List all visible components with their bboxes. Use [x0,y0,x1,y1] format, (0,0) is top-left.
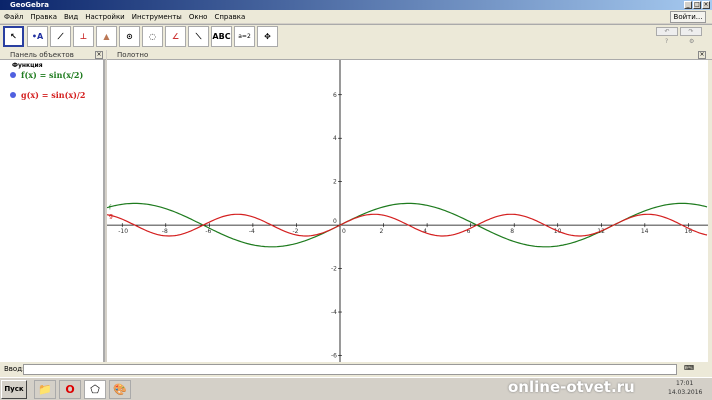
menu-file[interactable]: Файл [4,12,24,21]
watermark: online-otvet.ru [508,378,635,396]
menu-bar: Файл Правка Вид Настройки Инструменты Ок… [0,10,712,23]
move-view-icon: ✥ [264,32,271,41]
reflect-tool[interactable]: ⟍ [188,26,209,47]
reflect-icon: ⟍ [195,31,202,41]
geogebra-icon[interactable]: ⬠ [84,380,106,399]
circle-tool[interactable]: ⊙ [119,26,140,47]
cursor-icon: ↖ [10,32,17,41]
x-tick-label: 8 [510,228,514,235]
window-title: GeoGebra [10,1,49,9]
input-field[interactable] [23,364,677,375]
close-button[interactable]: × [702,1,710,9]
y-tick-label: -4 [331,309,337,316]
point-tool[interactable]: •A [27,26,48,47]
algebra-view: Функция f(x) = sin(x/2) g(x) = sin(x)/2 [0,60,105,362]
x-tick-label: 16 [684,228,692,235]
help-icon[interactable]: ? [665,38,669,45]
algebra-item-f[interactable]: f(x) = sin(x/2) [10,70,83,80]
origin-label: 0 [333,218,337,225]
line-icon: ⟋ [57,31,64,41]
menu-view[interactable]: Вид [63,12,79,21]
menu-settings[interactable]: Настройки [85,12,125,21]
x-tick-label: -6 [205,228,211,235]
graphics-view[interactable]: -10 -8 -6 -4 -2 0 2 4 6 8 10 12 14 16 0 -6 -4 -2 2 4 6 f g [107,60,708,362]
angle-icon: ∠ [171,32,180,41]
undo-button[interactable]: ↶ [656,27,678,36]
slider-icon: a=2 [238,33,251,40]
circle-icon: ⊙ [126,32,133,41]
graphics-close-icon[interactable]: × [698,51,706,59]
start-button[interactable]: Пуск [1,380,27,399]
slider-tool[interactable]: a=2 [234,26,255,47]
opera-icon[interactable]: O [59,380,81,399]
curve-label-g: g [109,213,113,220]
toolbar [0,24,712,50]
algebra-header: Панель объектов [0,50,106,60]
explorer-icon[interactable]: 📁 [34,380,56,399]
curve-g [107,213,708,237]
menu-window[interactable]: Окно [188,12,208,21]
circle-3pts-tool[interactable]: ◌ [142,26,163,47]
y-tick-label: 4 [333,135,337,142]
redo-button[interactable]: ↷ [680,27,702,36]
x-tick-label: 0 [342,228,346,235]
group-header: Функция [12,62,43,69]
algebra-close-icon[interactable]: × [95,51,103,59]
point-icon: •A [31,32,44,41]
maximize-button[interactable]: □ [693,1,701,9]
polygon-tool[interactable]: ▲ [96,26,117,47]
perpendicular-tool[interactable]: ⊥ [73,26,94,47]
menu-tools[interactable]: Инструменты [131,12,182,21]
algebra-item-g[interactable]: g(x) = sin(x)/2 [10,90,85,100]
curve-label-f: f [109,205,112,212]
x-tick-label: -4 [249,228,255,235]
line-tool[interactable]: ⟋ [50,26,71,47]
x-tick-label: 6 [467,228,471,235]
polygon-icon: ▲ [103,32,110,41]
scrollbar[interactable] [708,60,712,362]
graphics-title: Полотно [117,51,149,59]
x-tick-label: 2 [380,228,384,235]
title-bar: GeoGebra [0,0,712,10]
settings-icon[interactable]: ⚙ [689,38,695,45]
visibility-dot-icon[interactable] [10,92,16,98]
y-tick-label: 6 [333,92,337,99]
circle-3pts-icon: ◌ [149,32,156,41]
visibility-dot-icon[interactable] [10,72,16,78]
text-tool[interactable]: ABC [211,26,232,47]
start-label: Пуск [4,385,24,393]
x-tick-label: 14 [641,228,649,235]
y-tick-label: -2 [331,266,337,273]
move-tool[interactable]: ↖ [3,26,24,47]
x-tick-label: -10 [118,228,128,235]
graphics-header: Полотно [107,50,712,60]
x-tick-label: 10 [554,228,562,235]
item-label: g(x) = sin(x)/2 [21,90,86,100]
keyboard-icon[interactable]: ⌨ [684,364,695,372]
clock-time: 17:01 [676,380,694,387]
x-tick-label: -8 [162,228,168,235]
perpendicular-icon: ⊥ [79,32,88,41]
menu-help[interactable]: Справка [214,12,246,21]
login-button[interactable]: Войти... [670,11,706,23]
paint-icon[interactable]: 🎨 [109,380,131,399]
text-icon: ABC [212,32,231,41]
y-tick-label: 2 [333,179,337,186]
x-tick-label: 4 [423,228,427,235]
input-bar: Ввод: ⌨ [0,362,712,377]
item-label: f(x) = sin(x/2) [21,70,84,80]
clock-date: 14.03.2016 [668,389,703,396]
move-view-tool[interactable]: ✥ [257,26,278,47]
menu-edit[interactable]: Правка [30,12,57,21]
x-tick-label: -2 [292,228,298,235]
input-label: Ввод: [4,365,25,373]
minimize-button[interactable]: _ [684,1,692,9]
y-tick-label: -6 [331,352,337,359]
angle-tool[interactable]: ∠ [165,26,186,47]
algebra-title: Панель объектов [10,51,74,59]
taskbar: Пуск 📁 O ⬠ 🎨 online-otvet.ru 17:01 14.03… [0,377,712,400]
